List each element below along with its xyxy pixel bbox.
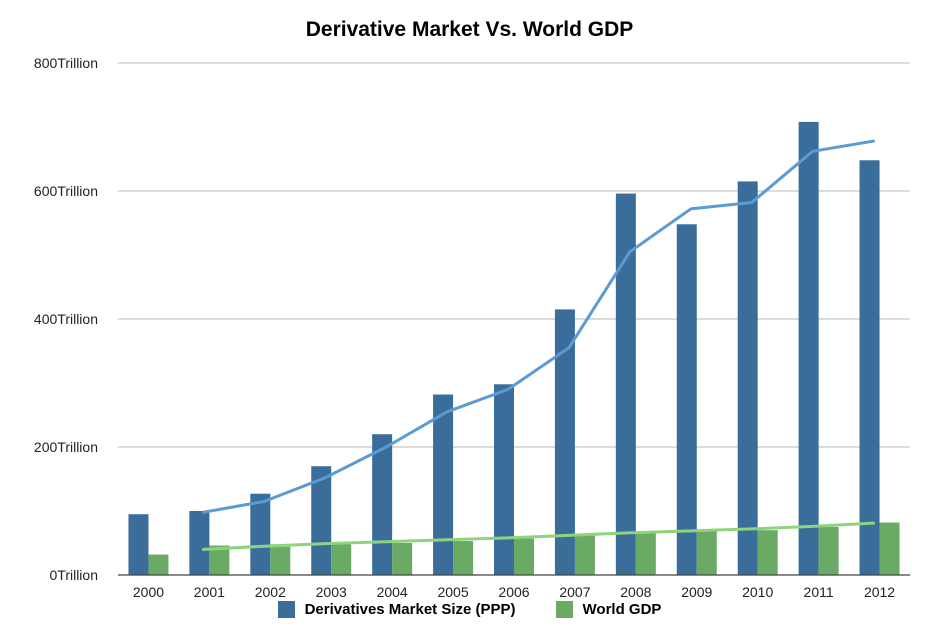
bar-world-gdp (696, 530, 717, 575)
x-tick-label: 2009 (681, 584, 712, 600)
bar-world-gdp (514, 538, 534, 575)
bar-world-gdp (148, 554, 169, 575)
trendline-world-gdp (201, 521, 876, 551)
x-tick-label: 2003 (316, 584, 347, 600)
legend-label-derivatives: Derivatives Market Size (PPP) (304, 601, 516, 618)
legend-label-world-gdp: World GDP (582, 601, 662, 618)
bar-derivatives (311, 466, 332, 575)
bar-derivatives (128, 514, 149, 575)
bar-derivatives (676, 224, 697, 575)
x-tick-label: 2005 (437, 584, 468, 600)
y-tick-label: 400Trillion (34, 311, 98, 327)
bar-derivatives (859, 160, 880, 575)
bar-world-gdp (757, 530, 778, 575)
x-tick-label: 2002 (255, 584, 286, 600)
y-tick-label: 200Trillion (34, 439, 98, 455)
bar-world-gdp (270, 544, 291, 575)
x-tick-label: 2012 (864, 584, 895, 600)
y-tick-label: 0Trillion (50, 567, 99, 583)
y-tick-label: 600Trillion (34, 183, 98, 199)
bar-derivatives (798, 121, 819, 575)
x-tick-label: 2011 (804, 584, 834, 600)
legend-swatch-world-gdp (555, 601, 573, 618)
bar-world-gdp (818, 527, 839, 575)
bar-derivatives (737, 181, 758, 575)
legend: Derivatives Market Size (PPP) World GDP (0, 601, 939, 618)
bar-derivatives (433, 394, 454, 575)
bar-world-gdp (879, 522, 900, 575)
chart-title: Derivative Market Vs. World GDP (305, 18, 634, 41)
bar-derivatives (494, 384, 514, 575)
x-tick-label: 2001 (194, 584, 225, 600)
x-tick-label: 2010 (742, 584, 773, 600)
legend-swatch-derivatives (277, 601, 295, 618)
bar-world-gdp (392, 543, 413, 575)
x-tick-label: 2000 (133, 584, 164, 600)
trendline-derivatives (201, 139, 876, 514)
bar-derivatives (250, 493, 271, 575)
bar-world-gdp (209, 545, 230, 575)
y-tick-label: 800Trillion (34, 55, 98, 71)
x-tick-label: 2007 (559, 584, 590, 600)
bar-derivatives (615, 193, 636, 575)
bar-world-gdp (635, 532, 656, 575)
bar-world-gdp (331, 544, 352, 575)
legend-item-world-gdp: World GDP (555, 601, 662, 618)
legend-item-derivatives: Derivatives Market Size (PPP) (277, 601, 516, 618)
x-tick-label: 2004 (377, 584, 408, 600)
bar-derivatives (189, 511, 210, 575)
bar-world-gdp (574, 535, 595, 575)
bar-derivatives (372, 434, 393, 575)
x-tick-label: 2008 (620, 584, 651, 600)
bar-derivatives (554, 309, 575, 575)
x-tick-label: 2006 (498, 584, 529, 600)
bar-world-gdp (453, 541, 474, 575)
